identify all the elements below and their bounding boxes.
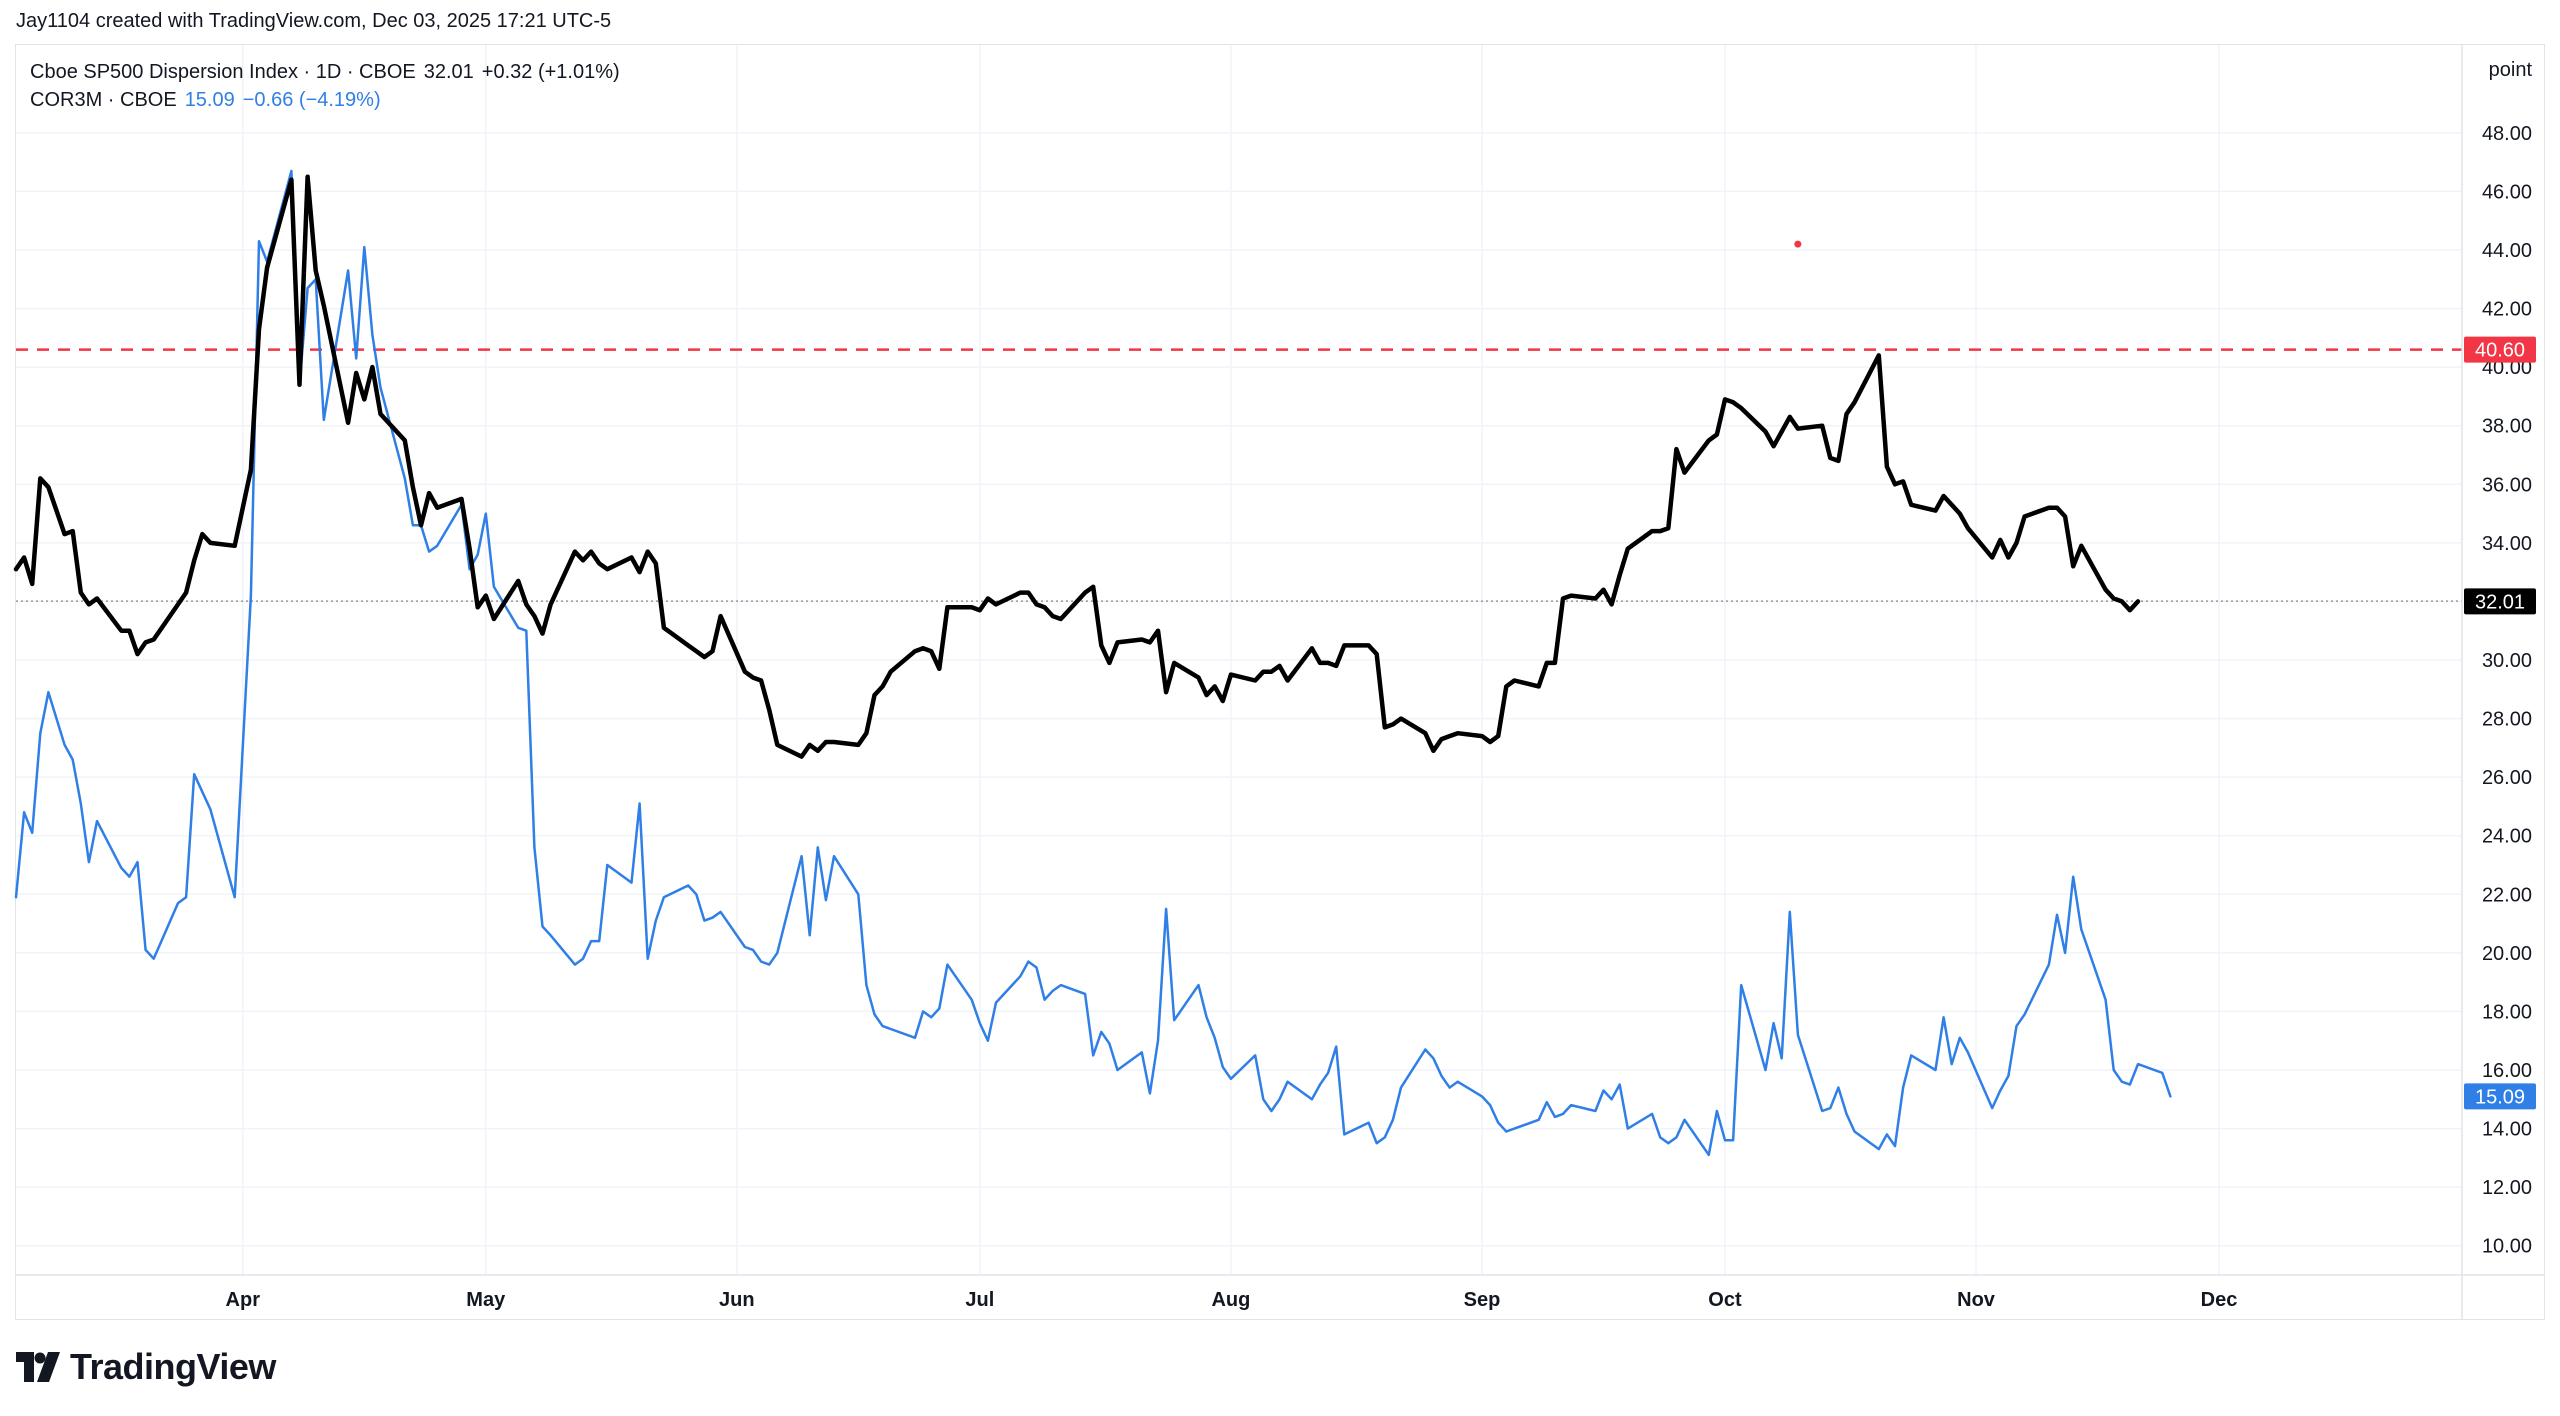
tradingview-wordmark: TradingView: [70, 1346, 276, 1387]
legend-series1-value: 32.01: [423, 61, 474, 83]
legend-series1-change: +0.32 (+1.01%): [481, 61, 620, 83]
dispersion-price-label-bg: [2464, 588, 2536, 615]
y-tick-label: 46.00: [2482, 181, 2532, 203]
cor3m-price-label: 15.09: [2475, 1086, 2525, 1108]
x-tick-label: May: [466, 1289, 506, 1311]
legend-series1-name: Cboe SP500 Dispersion Index · 1D · CBOE: [30, 61, 416, 83]
y-tick-label: 48.00: [2482, 123, 2532, 145]
series-lines: [13, 169, 2172, 1157]
y-tick-label: 16.00: [2482, 1060, 2532, 1082]
x-tick-label: Nov: [1957, 1289, 1996, 1311]
series-line-cor3m: [14, 169, 2172, 1157]
price-labels: 40.60 32.01 15.09: [2464, 336, 2536, 1110]
y-tick-label: 30.00: [2482, 650, 2532, 672]
y-tick-label: 24.00: [2482, 826, 2532, 848]
legend-series2-name: COR3M · CBOE: [30, 89, 177, 111]
hline-price-label-bg: [2464, 336, 2536, 363]
chart-attribution: Jay1104 created with TradingView.com, De…: [16, 10, 612, 32]
y-tick-label: 12.00: [2482, 1177, 2532, 1199]
x-tick-label: Oct: [1708, 1289, 1742, 1311]
legend: Cboe SP500 Dispersion Index · 1D · CBOE …: [30, 58, 620, 114]
x-tick-label: Apr: [226, 1289, 261, 1311]
legend-row-dispersion[interactable]: Cboe SP500 Dispersion Index · 1D · CBOE …: [30, 58, 620, 86]
y-tick-label: 36.00: [2482, 474, 2532, 496]
legend-series2-value: 15.09: [184, 89, 235, 111]
tradingview-logo[interactable]: TradingView: [16, 1346, 276, 1388]
x-tick-label: Aug: [1211, 1289, 1250, 1311]
marker-dot: [1794, 240, 1802, 248]
cor3m-price-label-bg: [2464, 1083, 2536, 1110]
y-tick-label: 38.00: [2482, 416, 2532, 438]
series-line-dispersion: [13, 174, 2141, 759]
tradingview-logo-icon: [16, 1352, 60, 1382]
axes: 10.00 12.00 14.00 16.00 18.00 20.00 22.00 24.00…: [16, 45, 2545, 1319]
y-tick-label: 28.00: [2482, 709, 2532, 731]
x-tick-label: Jul: [965, 1289, 994, 1311]
y-tick-label: 10.00: [2482, 1236, 2532, 1258]
y-tick-label: 22.00: [2482, 884, 2532, 906]
grid-lines: [16, 45, 2462, 1275]
marker-layer: [1794, 240, 1802, 248]
y-tick-label: 40.00: [2482, 357, 2532, 379]
y-tick-label: 34.00: [2482, 533, 2532, 555]
y-axis-unit-label: point: [2489, 59, 2533, 81]
y-tick-label: 20.00: [2482, 943, 2532, 965]
legend-row-cor3m[interactable]: COR3M · CBOE 15.09 −0.66 (−4.19%): [30, 86, 620, 114]
y-tick-label: 14.00: [2482, 1119, 2532, 1141]
y-tick-label: 26.00: [2482, 767, 2532, 789]
y-tick-label: 44.00: [2482, 240, 2532, 262]
x-tick-label: Jun: [719, 1289, 755, 1311]
x-tick-label: Dec: [2201, 1289, 2238, 1311]
chart-frame[interactable]: [15, 44, 2545, 1320]
horizontal-lines: [16, 348, 2462, 602]
x-tick-label: Sep: [1464, 1289, 1501, 1311]
y-tick-label: 18.00: [2482, 1001, 2532, 1023]
hline-price-label: 40.60: [2475, 340, 2525, 362]
legend-series2-change: −0.66 (−4.19%): [242, 89, 381, 111]
y-tick-label: 42.00: [2482, 299, 2532, 321]
dispersion-price-label: 32.01: [2475, 591, 2525, 613]
